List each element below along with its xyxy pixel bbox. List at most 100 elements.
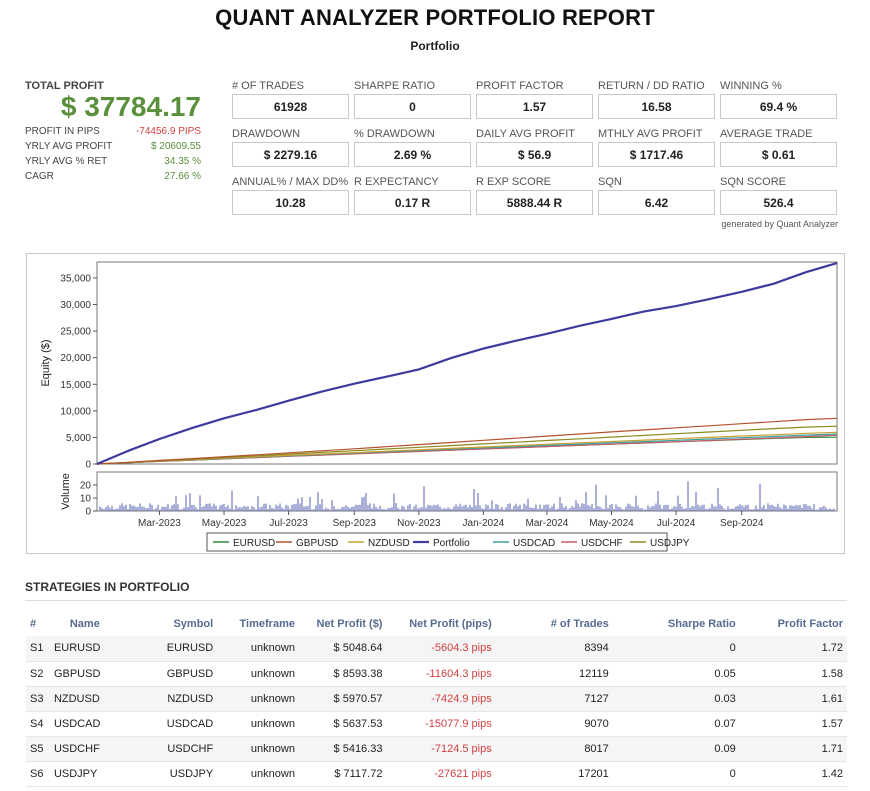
metric-label: PROFIT FACTOR (476, 80, 564, 92)
plot-area (96, 261, 838, 465)
metric-value: $ 56.9 (476, 142, 593, 167)
metric-label: RETURN / DD RATIO (598, 80, 705, 92)
table-cell: S5 (26, 736, 50, 762)
metric-value: 526.4 (720, 190, 837, 215)
table-cell: $ 7117.72 (298, 761, 387, 787)
summary-value: 34.35 % (164, 156, 201, 167)
legend-label: GBPUSD (296, 538, 338, 549)
table-cell: $ 5970.57 (298, 686, 387, 712)
column-header: Name (69, 618, 100, 630)
legend-box (206, 532, 668, 552)
column-header: # of Trades (550, 618, 609, 630)
table-cell: 1.58 (739, 661, 847, 687)
x-tick-label: Mar-2023 (138, 518, 181, 529)
summary-row: YRLY AVG PROFIT $ 20609.55 (25, 141, 201, 152)
table-row: S1 EURUSD EURUSD unknown $ 5048.64 -5604.3 pi… (26, 636, 847, 662)
x-tick-label: Jan-2024 (463, 518, 505, 529)
table-cell: unknown (217, 661, 299, 687)
table-cell: 1.72 (739, 636, 847, 662)
metric-label: ANNUAL% / MAX DD% (232, 176, 349, 188)
table-cell: GBPUSD (119, 661, 218, 687)
total-profit-panel: TOTAL PROFIT $ 37784.17 PROFIT IN PIPS -7… (25, 80, 201, 182)
column-header: Sharpe Ratio (667, 618, 736, 630)
legend-label: USDJPY (650, 538, 690, 549)
table-cell: S6 (26, 761, 50, 787)
metric-label: DAILY AVG PROFIT (476, 128, 576, 140)
table-cell: USDCAD (119, 711, 218, 737)
y-tick-label: 10,000 (60, 406, 91, 417)
metric-card: AVERAGE TRADE $ 0.61 (720, 128, 837, 167)
x-tick-label: Mar-2024 (526, 518, 569, 529)
metric-label: MTHLY AVG PROFIT (598, 128, 703, 140)
table-cell: EURUSD (119, 636, 218, 662)
table-cell: unknown (217, 636, 299, 662)
legend-label: Portfolio (433, 538, 470, 549)
table-cell: 8394 (495, 636, 613, 662)
table-cell: S1 (26, 636, 50, 662)
column-header: # (30, 618, 37, 630)
volume-tick-label: 20 (80, 481, 92, 492)
table-cell: GBPUSD (49, 661, 120, 687)
metric-label: SQN SCORE (720, 176, 787, 188)
legend-label: EURUSD (233, 538, 275, 549)
table-cell: 12119 (495, 661, 613, 687)
metric-value: 5888.44 R (476, 190, 593, 215)
metric-card: R EXP SCORE 5888.44 R (476, 176, 593, 215)
table-cell: unknown (217, 761, 299, 787)
metric-card: DAILY AVG PROFIT $ 56.9 (476, 128, 593, 167)
summary-row: YRLY AVG % RET 34.35 % (25, 156, 201, 167)
summary-value: -74456.9 PIPS (135, 126, 201, 137)
summary-label: CAGR (25, 171, 54, 182)
table-cell: 0.07 (612, 711, 740, 737)
metric-value: $ 2279.16 (232, 142, 349, 167)
series-line-nzdusd (96, 431, 838, 465)
table-cell: 7127 (495, 686, 613, 712)
summary-label: YRLY AVG % RET (25, 156, 108, 167)
table-cell: -27621 pips (386, 761, 496, 787)
metric-value: 10.28 (232, 190, 349, 215)
column-header: Net Profit (pips) (409, 618, 492, 630)
table-header-row: # Name Symbol Timeframe Net Profit ($) Net Pr… (26, 612, 847, 636)
x-tick-label: Sep-2023 (333, 518, 377, 529)
table-cell: 17201 (495, 761, 613, 787)
table-cell: USDCHF (119, 736, 218, 762)
y-tick-label: 25,000 (60, 327, 91, 338)
report-subtitle: Portfolio (410, 39, 460, 53)
table-cell: 8017 (495, 736, 613, 762)
summary-value: 27.66 % (164, 171, 201, 182)
table-row: S5 USDCHF USDCHF unknown $ 5416.33 -7124.5 pi… (26, 736, 847, 762)
table-cell: -7424.9 pips (386, 686, 496, 712)
table-row: S6 USDJPY USDJPY unknown $ 7117.72 -27621 pip… (26, 761, 847, 787)
volume-tick-label: 10 (80, 494, 92, 505)
strategies-table: # Name Symbol Timeframe Net Profit ($) Net Pr… (26, 612, 847, 787)
table-cell: NZDUSD (119, 686, 218, 712)
metric-value: 6.42 (598, 190, 715, 215)
metric-card: RETURN / DD RATIO 16.58 (598, 80, 715, 119)
table-cell: unknown (217, 711, 299, 737)
metric-label: % DRAWDOWN (354, 128, 435, 140)
table-cell: 9070 (495, 711, 613, 737)
table-cell: USDCHF (49, 736, 120, 762)
table-cell: S3 (26, 686, 50, 712)
metric-label: WINNING % (720, 80, 782, 92)
table-cell: 1.61 (739, 686, 847, 712)
metric-label: SHARPE RATIO (354, 80, 436, 92)
table-cell: $ 8593.38 (298, 661, 387, 687)
table-cell: S4 (26, 711, 50, 737)
y-tick-label: 35,000 (60, 273, 91, 284)
y-tick-label: 30,000 (60, 300, 91, 311)
table-cell: 1.57 (739, 711, 847, 737)
table-cell: 0.03 (612, 686, 740, 712)
strategies-section-title: STRATEGIES IN PORTFOLIO (25, 580, 190, 594)
table-cell: 1.71 (739, 736, 847, 762)
column-header: Profit Factor (777, 618, 843, 630)
table-cell: EURUSD (49, 636, 120, 662)
summary-row: CAGR 27.66 % (25, 171, 201, 182)
volume-bars (99, 481, 835, 511)
metric-label: DRAWDOWN (232, 128, 301, 140)
x-tick-label: Nov-2023 (397, 518, 441, 529)
metric-value: 61928 (232, 94, 349, 119)
table-cell: unknown (217, 686, 299, 712)
table-row: S3 NZDUSD NZDUSD unknown $ 5970.57 -7424.9 pi… (26, 686, 847, 712)
metric-label: SQN (598, 176, 622, 188)
